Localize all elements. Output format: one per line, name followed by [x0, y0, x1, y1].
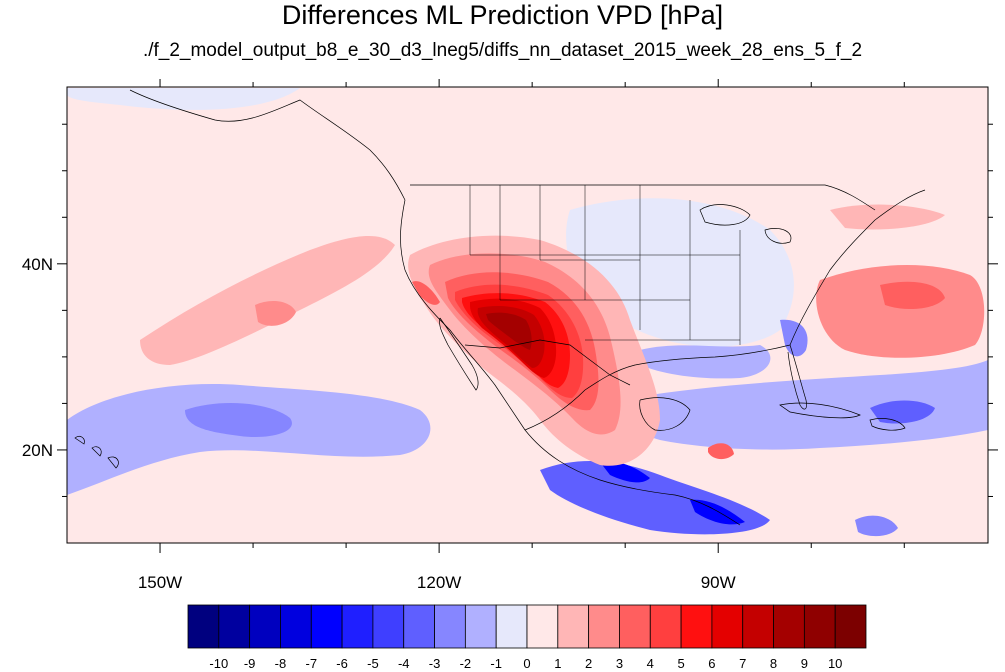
- field-region-central-america-coast-core: [600, 461, 745, 525]
- field-region-hudson-bay-warm: [830, 204, 945, 230]
- colorbar-box: [526, 604, 559, 649]
- colorbar-box: [495, 604, 528, 649]
- canada-us-border: [410, 184, 876, 211]
- colorbar-label: -1: [490, 656, 502, 671]
- florida: [787, 344, 807, 410]
- colorbar-box: [711, 604, 744, 649]
- colorbar-label: -7: [305, 656, 317, 671]
- hawaii: [74, 436, 119, 469]
- axis-ticks: 150W 120W 90W 40N 20N: [22, 79, 998, 592]
- colorbar-box: [773, 604, 805, 649]
- field-region-atlantic-warm: [816, 264, 985, 358]
- colorbar-box: [834, 604, 867, 649]
- colorbar-box: [218, 604, 251, 649]
- colorbar-label: 9: [801, 656, 808, 671]
- colorbar-box: [341, 604, 374, 649]
- x-tick-label: 150W: [138, 573, 182, 592]
- cuba: [779, 402, 861, 419]
- field-region-gulf-of-honduras-warm: [708, 443, 734, 460]
- colorbar-label: 3: [616, 656, 623, 671]
- colorbar-box: [372, 604, 405, 649]
- baja-california: [439, 317, 479, 391]
- field-region-central-pacific-cool-core: [185, 403, 292, 438]
- colorbar-label: 6: [708, 656, 715, 671]
- hispaniola: [869, 418, 906, 431]
- yucatan: [639, 397, 691, 431]
- colorbar-box: [187, 604, 220, 649]
- pacific-coast: [400, 199, 741, 526]
- colorbar-label: -5: [367, 656, 379, 671]
- colorbar-label: -6: [336, 656, 348, 671]
- x-tick-label: 90W: [701, 573, 736, 592]
- colorbar-label: -3: [429, 656, 441, 671]
- colorbar-label: 2: [585, 656, 592, 671]
- chart-title: Differences ML Prediction VPD [hPa]: [281, 0, 724, 30]
- field-region-caribbean-cool-core: [870, 400, 935, 424]
- field-region-far-east-pacific-cool: [855, 515, 898, 537]
- colorbar-label: 10: [828, 656, 842, 671]
- great-lakes: [699, 204, 792, 244]
- field-region-pacific-warm-patch: [255, 300, 296, 326]
- colorbar-box: [280, 604, 312, 649]
- field-region-gulf-coast-cool: [640, 345, 771, 379]
- field-region-subtropical-pacific-cool-band: [67, 384, 431, 495]
- colorbar-box: [464, 604, 497, 649]
- colorbar-label: 7: [739, 656, 746, 671]
- colorbar-box: [403, 604, 435, 649]
- colorbar: -10 -9 -8 -7 -6 -5 -4 -3 -2 -1 0 1 2 3 4 5 6 7 8 9 10: [187, 604, 867, 671]
- atlantic-coast: [789, 189, 926, 346]
- field-region-florida-coast-cool: [780, 319, 808, 357]
- colorbar-box: [249, 604, 281, 649]
- field-region-pacific-warm-streak: [140, 235, 395, 365]
- colorbar-box: [649, 604, 682, 649]
- field-region-california-coast-warm: [412, 281, 440, 305]
- y-tick-label: 40N: [22, 255, 53, 274]
- colorbar-box: [588, 604, 620, 649]
- us-mexico-border: [464, 339, 631, 386]
- difference-field: [67, 87, 988, 543]
- x-tick-label: 120W: [417, 573, 461, 592]
- colorbar-box: [803, 604, 836, 649]
- colorbar-box: [742, 604, 774, 649]
- y-tick-label: 20N: [22, 441, 53, 460]
- colorbar-box: [557, 604, 590, 649]
- colorbar-label: -10: [209, 656, 228, 671]
- field-region-caribbean-cool: [619, 360, 988, 450]
- chart-subtitle: ./f_2_model_output_b8_e_30_d3_lneg5/diff…: [142, 40, 863, 61]
- colorbar-box: [619, 604, 651, 649]
- colorbar-label: 4: [647, 656, 654, 671]
- colorbar-label: 1: [554, 656, 561, 671]
- gulf-coast: [524, 344, 791, 431]
- coastlines-and-borders: [74, 89, 926, 526]
- map-frame: [66, 86, 989, 544]
- colorbar-label: -9: [244, 656, 256, 671]
- colorbar-label: -8: [275, 656, 287, 671]
- field-region-north-pacific-cool-patch: [67, 88, 300, 110]
- colorbar-label: -2: [460, 656, 472, 671]
- field-region-atlantic-warm-core: [880, 281, 945, 310]
- colorbar-label: 0: [523, 656, 530, 671]
- colorbar-label: 8: [770, 656, 777, 671]
- field-region-southwest-core: [486, 312, 532, 350]
- colorbar-box: [310, 604, 343, 649]
- alaska-coast: [129, 89, 406, 201]
- colorbar-box: [434, 604, 466, 649]
- colorbar-label: 5: [677, 656, 684, 671]
- colorbar-box: [680, 604, 713, 649]
- colorbar-label: -4: [398, 656, 410, 671]
